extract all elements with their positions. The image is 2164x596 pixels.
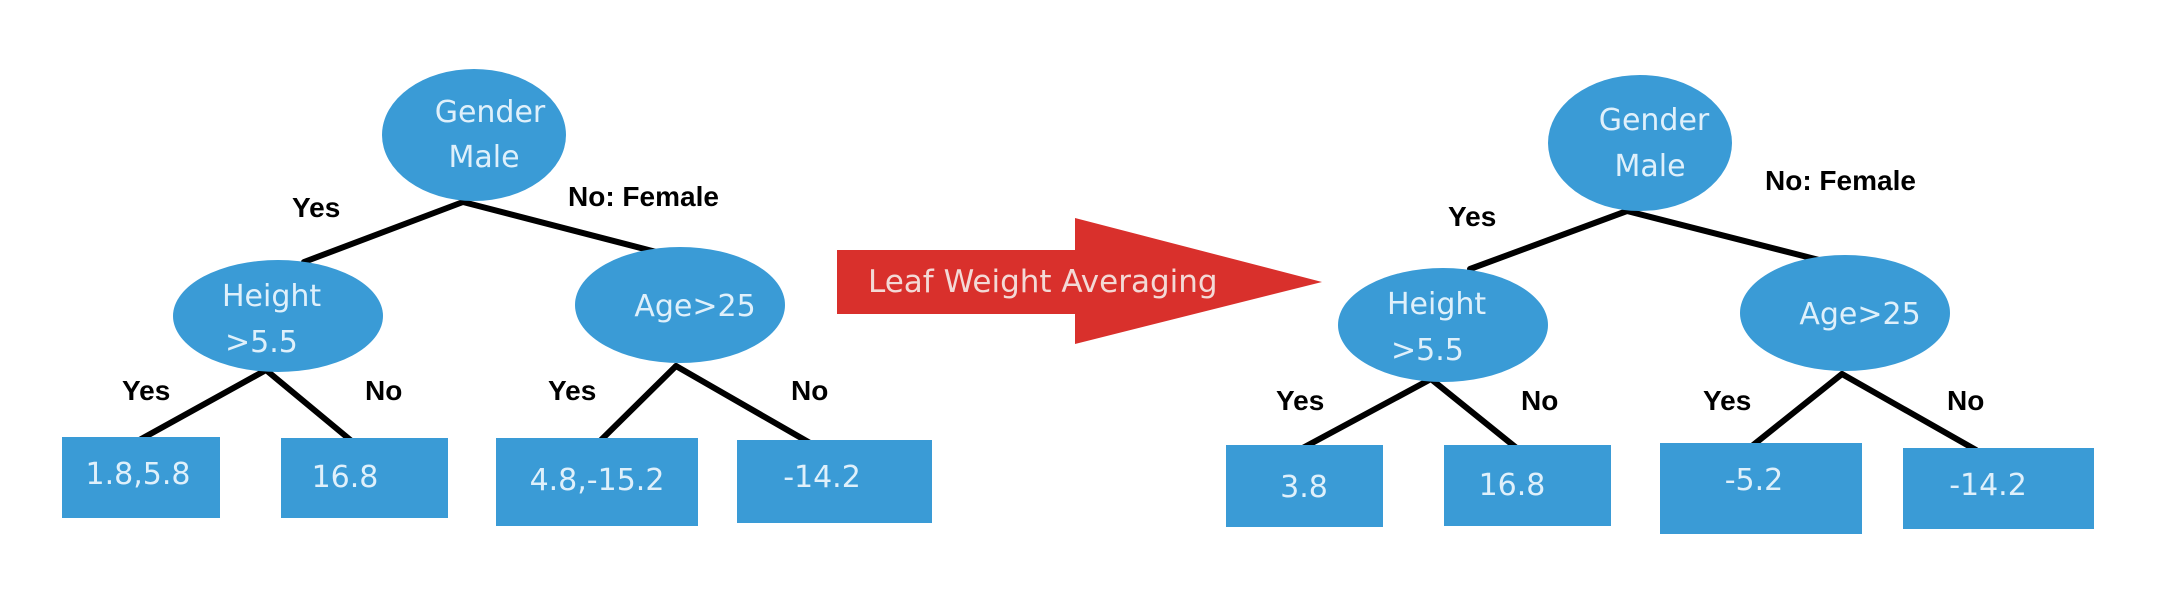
edge-label-yes: Yes [1448,201,1496,232]
edge-age-yes [1744,371,1845,453]
arrow-label: Leaf Weight Averaging [868,264,1218,300]
root-node: Gender Male [382,69,566,201]
height-node-line2: >5.5 [1391,333,1464,368]
leaf-value: -5.2 [1725,463,1784,498]
edge-height-no [1428,376,1522,453]
root-node-line1: Gender [1599,103,1710,138]
edge-label-no-female: No: Female [568,181,719,212]
leaf-value: 3.8 [1280,470,1328,505]
edge-label-no-female: No: Female [1765,165,1916,196]
edge-label-yes: Yes [122,375,170,406]
height-node: Height >5.5 [1338,268,1548,382]
leaf-value: -14.2 [1949,468,2027,503]
age-node: Age>25 [1740,255,1950,371]
leaf-node: 1.8,5.8 [62,437,220,518]
age-node: Age>25 [575,247,785,363]
edge-label-no: No [1521,385,1558,416]
edge-root-right [460,199,667,257]
edge-label-yes: Yes [1276,385,1324,416]
edge-root-left [1467,208,1630,272]
root-node-line2: Male [448,140,519,175]
edge-label-yes: Yes [1703,385,1751,416]
root-node: Gender Male [1548,75,1732,211]
leaf-value: 4.8,-15.2 [530,463,665,498]
age-node-label: Age>25 [634,289,755,324]
height-node-line2: >5.5 [225,325,298,360]
leaf-node: 4.8,-15.2 [496,438,698,526]
height-node-line1: Height [1387,287,1486,322]
leaf-node: 16.8 [281,438,448,518]
age-node-label: Age>25 [1799,297,1920,332]
edge-root-right [1624,208,1830,265]
leaf-node: 16.8 [1444,445,1611,526]
edge-age-yes [595,363,679,446]
edge-label-no: No [365,375,402,406]
leaf-node: -14.2 [737,440,932,523]
tree-before: Gender Male Height >5.5 Age>25 1.8,5.8 1… [62,69,932,526]
edge-height-no [263,367,357,446]
edge-label-no: No [791,375,828,406]
root-node-line2: Male [1614,149,1685,184]
edge-label-yes: Yes [292,192,340,223]
edge-label-no: No [1947,385,1984,416]
root-node-line1: Gender [435,95,546,130]
edge-height-yes [1296,376,1434,453]
leaf-node: 3.8 [1226,445,1383,527]
edge-label-yes: Yes [548,375,596,406]
leaf-node: -14.2 [1903,448,2094,529]
leaf-value: 1.8,5.8 [86,457,191,492]
height-node: Height >5.5 [173,260,383,372]
edge-age-no [1839,371,1979,453]
leaf-weight-averaging-arrow: Leaf Weight Averaging [837,218,1322,344]
edge-height-yes [131,367,269,446]
leaf-value: 16.8 [1479,468,1546,503]
leaf-value: 16.8 [312,460,379,495]
edge-age-no [673,363,813,446]
edge-root-left [301,199,466,265]
height-node-line1: Height [222,279,321,314]
tree-after: Gender Male Height >5.5 Age>25 3.8 16.8 … [1226,75,2094,534]
leaf-value: -14.2 [783,460,861,495]
leaf-node: -5.2 [1660,443,1862,534]
